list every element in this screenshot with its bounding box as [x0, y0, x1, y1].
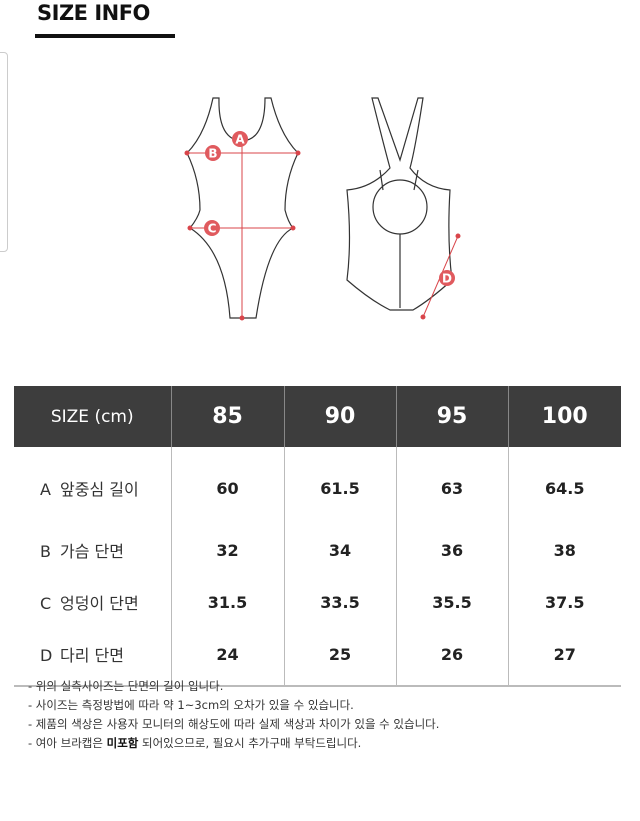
title-underline	[35, 34, 175, 38]
cell: 61.5	[283, 447, 396, 524]
cell: 27	[507, 628, 621, 687]
table-row: A 앞중심 길이 60 61.5 63 64.5	[14, 447, 621, 524]
cell: 64.5	[507, 447, 621, 524]
cell: 63	[395, 447, 508, 524]
header-90: 90	[283, 386, 396, 447]
note-4-text-end: 되어있으므로, 필요시 추가구매 부탁드립니다.	[138, 736, 362, 750]
table-row: B 가슴 단면 32 34 36 38	[14, 524, 621, 576]
cell: 38	[507, 524, 621, 576]
row-label: D 다리 단면	[14, 628, 171, 687]
cell: 31.5	[170, 576, 284, 628]
cell: 32	[170, 524, 284, 576]
table-header-row: SIZE (cm) 85 90 95 100	[14, 386, 621, 447]
marker-c	[204, 220, 220, 236]
side-tab-handle[interactable]	[0, 52, 8, 252]
note-1: - 위의 실측사이즈는 단면의 길이 입니다.	[28, 679, 224, 693]
cell: 37.5	[507, 576, 621, 628]
label-a: A	[235, 133, 245, 147]
table-row: D 다리 단면 24 25 26 27	[14, 628, 621, 687]
label-b: B	[208, 147, 217, 161]
note-4-text: - 여아 브라캡은	[28, 736, 107, 750]
cell: 26	[395, 628, 508, 687]
cell: 33.5	[283, 576, 396, 628]
size-table: SIZE (cm) 85 90 95 100 A 앞중심 길이 60 61.5 6…	[14, 386, 621, 687]
label-c: C	[208, 222, 217, 236]
page-title: SIZE INFO	[37, 1, 150, 25]
row-letter: D	[40, 646, 53, 665]
header-95: 95	[395, 386, 508, 447]
row-name: 앞중심 길이	[60, 480, 139, 499]
note-4: - 여아 브라캡은 미포함 되어있으므로, 필요시 추가구매 부탁드립니다.	[28, 734, 439, 753]
back-view	[346, 97, 453, 311]
row-letter: A	[40, 480, 51, 499]
size-notes: - 위의 실측사이즈는 단면의 길이 입니다. - 사이즈는 측정방법에 따라 …	[28, 677, 439, 753]
row-name: 엉덩이 단면	[60, 594, 139, 613]
row-name: 가슴 단면	[60, 542, 124, 561]
row-name: 다리 단면	[60, 646, 124, 665]
swimsuit-diagram: A B C D	[184, 97, 461, 321]
cell: 36	[395, 524, 508, 576]
row-label: A 앞중심 길이	[14, 447, 171, 524]
note-2: - 사이즈는 측정방법에 따라 약 1~3cm의 오차가 있을 수 있습니다.	[28, 698, 354, 712]
cell: 24	[170, 628, 284, 687]
row-label: B 가슴 단면	[14, 524, 171, 576]
note-4-emphasis: 미포함	[106, 736, 139, 750]
marker-b	[205, 145, 221, 161]
row-label: C 엉덩이 단면	[14, 576, 171, 628]
cell: 35.5	[395, 576, 508, 628]
cell: 60	[170, 447, 284, 524]
row-letter: C	[40, 594, 52, 613]
cell: 25	[283, 628, 396, 687]
marker-a	[232, 131, 248, 147]
table-row: C 엉덩이 단면 31.5 33.5 35.5 37.5	[14, 576, 621, 628]
row-letter: B	[40, 542, 51, 561]
cell: 34	[283, 524, 396, 576]
label-d: D	[442, 272, 452, 286]
header-100: 100	[507, 386, 621, 447]
header-size: SIZE (cm)	[14, 386, 171, 447]
note-3: - 제품의 색상은 사용자 모니터의 해상도에 따라 실제 색상과 차이가 있을…	[28, 717, 440, 731]
marker-d	[439, 270, 455, 286]
header-85: 85	[170, 386, 284, 447]
